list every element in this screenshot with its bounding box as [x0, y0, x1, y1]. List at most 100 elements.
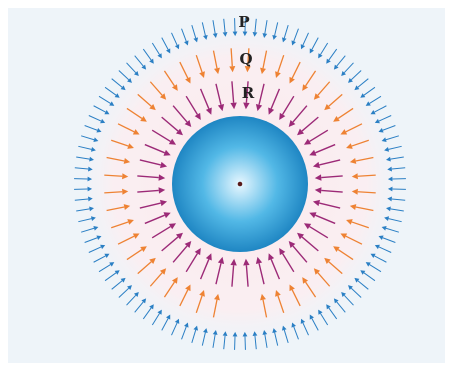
- outer-arrowhead: [114, 93, 120, 98]
- middle-field-line: [195, 295, 203, 313]
- middle-field-line: [137, 93, 152, 107]
- middle-arrowhead: [346, 143, 353, 149]
- outer-field-line: [223, 18, 226, 33]
- inner-field-line: [315, 214, 336, 225]
- outer-arrowhead: [104, 110, 110, 115]
- outer-arrowhead: [212, 33, 218, 38]
- middle-field-line: [111, 139, 129, 147]
- outer-field-line: [357, 78, 369, 88]
- inner-arrowhead: [158, 187, 166, 194]
- outer-field-line: [171, 32, 178, 46]
- middle-arrowhead: [313, 93, 321, 100]
- middle-field-line: [230, 48, 233, 67]
- outer-field-line: [104, 272, 117, 282]
- outer-arrowhead: [333, 64, 339, 70]
- middle-field-line: [179, 289, 189, 307]
- middle-arrowhead: [324, 103, 331, 111]
- inner-arrowhead: [230, 102, 237, 110]
- middle-field-line: [305, 281, 317, 298]
- outer-field-line: [382, 125, 396, 131]
- outer-arrowhead: [203, 328, 208, 334]
- outer-field-line: [84, 125, 98, 131]
- outer-arrowhead: [386, 156, 391, 162]
- outer-arrowhead: [272, 328, 277, 334]
- middle-field-line: [351, 221, 369, 229]
- inner-field-line: [231, 265, 235, 287]
- outer-field-line: [111, 280, 123, 290]
- middle-field-line: [106, 156, 125, 162]
- inner-field-line: [231, 81, 235, 103]
- middle-arrowhead: [302, 277, 309, 284]
- outer-field-line: [254, 18, 257, 33]
- outer-field-line: [81, 135, 95, 141]
- inner-field-line: [281, 95, 295, 115]
- middle-arrowhead: [122, 173, 129, 180]
- outer-arrowhead: [348, 78, 353, 83]
- inner-arrowhead: [312, 161, 320, 169]
- outer-field-line: [391, 198, 406, 201]
- middle-arrowhead: [275, 290, 281, 297]
- outer-arrowhead: [96, 128, 102, 133]
- inner-field-line: [161, 236, 179, 252]
- middle-arrowhead: [149, 103, 156, 111]
- outer-field-line: [264, 20, 268, 34]
- outer-field-line: [283, 329, 289, 343]
- middle-field-line: [126, 107, 143, 119]
- inner-arrowhead: [303, 138, 312, 145]
- outer-arrowhead: [370, 110, 376, 115]
- middle-arrowhead: [159, 93, 167, 100]
- outer-arrowhead: [232, 331, 238, 337]
- outer-arrowhead: [348, 285, 353, 290]
- middle-field-line: [247, 48, 250, 67]
- inner-arrowhead: [194, 112, 201, 121]
- outer-arrowhead: [193, 325, 199, 331]
- outer-arrowhead: [387, 196, 392, 202]
- inner-arrowhead: [175, 232, 183, 240]
- inner-arrowhead: [205, 253, 212, 261]
- outer-arrowhead: [386, 206, 391, 212]
- middle-field-line: [104, 174, 123, 177]
- middle-arrowhead: [333, 246, 340, 253]
- outer-arrowhead: [360, 270, 366, 275]
- outer-arrowhead: [120, 277, 126, 283]
- middle-arrowhead: [351, 188, 358, 195]
- middle-arrowhead: [289, 76, 295, 84]
- outer-field-line: [181, 326, 187, 340]
- middle-field-line: [262, 299, 268, 318]
- inner-arrowhead: [160, 199, 168, 207]
- outer-field-line: [98, 95, 111, 104]
- middle-arrowhead: [340, 129, 348, 135]
- outer-arrowhead: [374, 118, 380, 124]
- outer-field-line: [264, 334, 268, 348]
- outer-arrowhead: [109, 262, 115, 267]
- middle-arrowhead: [313, 268, 321, 275]
- outer-field-line: [378, 115, 392, 122]
- inner-arrowhead: [230, 258, 237, 266]
- outer-arrowhead: [114, 270, 120, 275]
- inner-arrowhead: [312, 199, 320, 207]
- outer-field-line: [274, 332, 279, 346]
- outer-field-line: [320, 313, 329, 326]
- middle-arrowhead: [140, 246, 147, 253]
- outer-arrowhead: [149, 58, 154, 64]
- outer-arrowhead: [281, 37, 287, 43]
- outer-arrowhead: [291, 322, 296, 328]
- middle-field-line: [137, 261, 152, 275]
- outer-arrowhead: [134, 292, 139, 297]
- middle-arrowhead: [127, 143, 134, 149]
- middle-field-line: [163, 70, 175, 87]
- outer-field-line: [274, 22, 279, 36]
- middle-field-line: [277, 55, 285, 73]
- outer-field-line: [293, 326, 299, 340]
- inner-field-line: [309, 225, 329, 239]
- inner-arrowhead: [158, 174, 166, 181]
- outer-field-line: [151, 42, 160, 55]
- inner-arrowhead: [168, 223, 177, 230]
- middle-field-line: [345, 235, 363, 245]
- outer-field-line: [343, 294, 354, 306]
- middle-arrowhead: [185, 76, 191, 84]
- outer-field-line: [382, 237, 396, 243]
- middle-arrowhead: [214, 293, 220, 301]
- outer-field-line: [363, 272, 376, 282]
- middle-field-line: [149, 272, 163, 287]
